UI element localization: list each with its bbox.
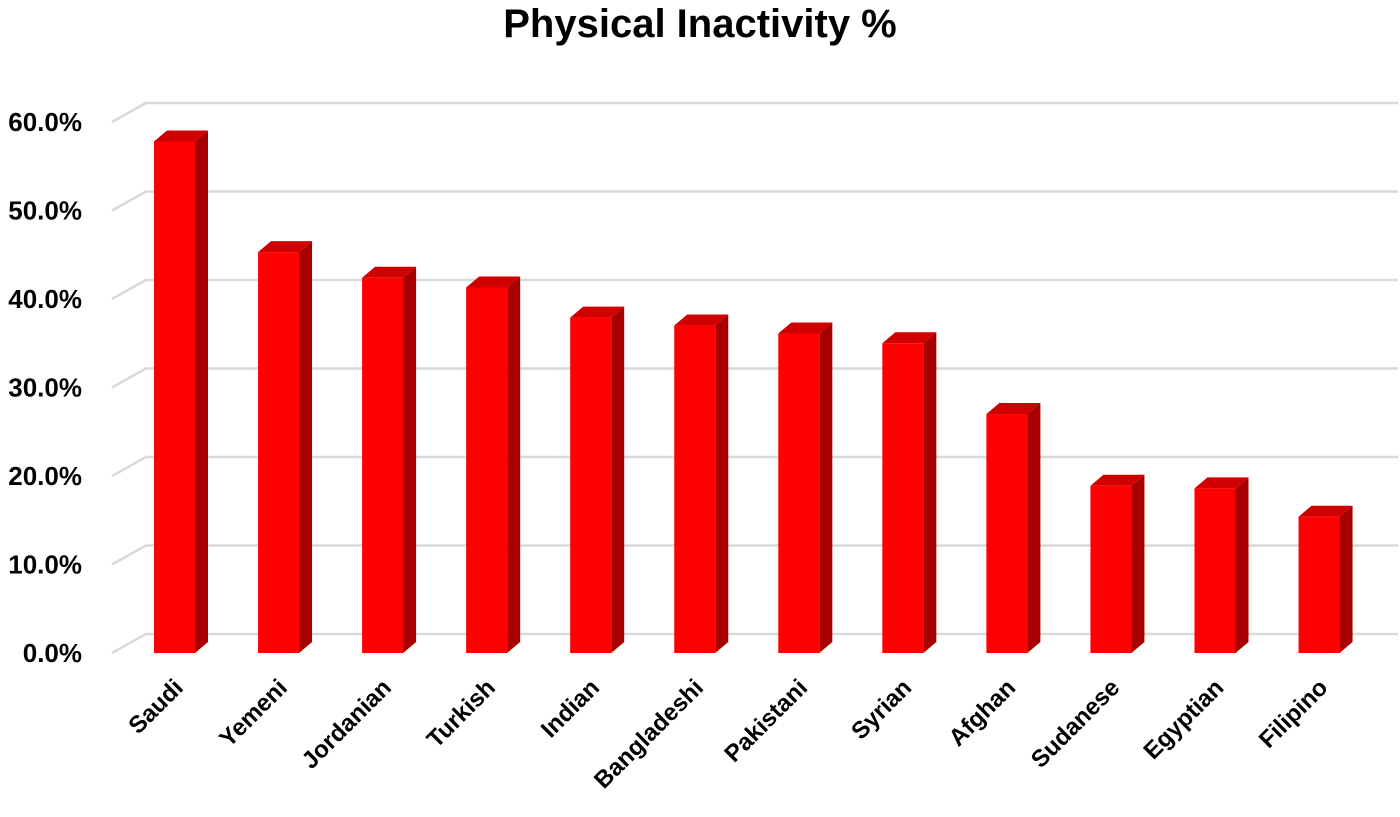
bar-front (882, 343, 924, 653)
x-axis: Saudi Yemeni Jordanian Turkish IndianBanglad… (123, 674, 1333, 794)
bar-front (778, 333, 820, 653)
y-tick-label: 50.0% (8, 196, 82, 226)
y-tick-label: 30.0% (8, 373, 82, 403)
bar-front (466, 287, 508, 653)
gridline (111, 190, 1398, 212)
bar-front (986, 414, 1028, 653)
bar-front (570, 317, 612, 653)
x-category-label: Turkish (422, 674, 501, 753)
bar-front (1298, 516, 1340, 653)
x-category-label: Indian (536, 674, 605, 743)
bar-top (986, 403, 1041, 415)
bar (466, 276, 521, 653)
bar (362, 266, 417, 653)
bar-top (154, 130, 208, 142)
gridline (111, 544, 1398, 566)
gridline (111, 455, 1398, 478)
bar (1090, 474, 1145, 653)
y-tick-label: 10.0% (8, 550, 82, 580)
x-category-label: Jordanian (297, 674, 397, 774)
bar-top (1194, 477, 1249, 489)
y-axis: 0.0% 10.0% 20.0% 30.0% 40.0% 50.0% 60.0% (8, 107, 82, 668)
bar (778, 322, 833, 653)
x-category-label: Egyptian (1138, 674, 1229, 765)
bar-front (154, 141, 195, 653)
bar-front (362, 277, 404, 653)
bar-side (1339, 505, 1353, 653)
bar-side (195, 130, 208, 654)
bar (1298, 505, 1353, 653)
gridline (111, 367, 1398, 389)
bar-front (1090, 485, 1132, 653)
y-tick-label: 60.0% (8, 107, 82, 137)
gridlines (111, 101, 1398, 655)
bar-side (923, 332, 937, 653)
bar-top (258, 241, 313, 253)
bar-side (715, 314, 729, 653)
bar-top (882, 332, 937, 344)
bar-top (362, 266, 417, 278)
bar-front (1194, 488, 1236, 653)
bar (154, 130, 208, 654)
gridline (111, 278, 1398, 301)
bar (882, 332, 937, 653)
bar-side (507, 276, 521, 653)
x-category-label: Bangladeshi (589, 674, 709, 794)
bar-side (819, 322, 833, 653)
bar-top (778, 322, 833, 334)
x-category-label: Sudanese (1026, 674, 1125, 773)
bar-front (674, 325, 716, 653)
bar-top (674, 314, 729, 326)
x-category-label: Yemeni (214, 674, 293, 753)
bar-top (570, 306, 625, 318)
y-tick-label: 20.0% (8, 461, 82, 491)
x-category-label: Saudi (123, 674, 188, 739)
bar-top (466, 276, 521, 288)
x-category-label: Pakistani (719, 674, 813, 768)
bar-side (1235, 477, 1249, 653)
bar-front (258, 252, 300, 653)
y-tick-label: 0.0% (23, 638, 82, 668)
gridline (111, 632, 1398, 655)
bar (1194, 477, 1249, 653)
bar (570, 306, 625, 653)
bar-side (299, 241, 313, 653)
gridline (111, 101, 1398, 124)
y-tick-label: 40.0% (8, 284, 82, 314)
bar-top (1298, 505, 1353, 517)
bar (674, 314, 729, 653)
bar (258, 241, 313, 653)
bar-side (611, 306, 625, 653)
x-category-label: Filipino (1254, 674, 1333, 753)
bar-side (1131, 474, 1145, 653)
bar-side (1027, 403, 1041, 653)
chart-title: Physical Inactivity % (503, 2, 897, 46)
bars (154, 130, 1353, 654)
x-category-label: Syrian (846, 674, 917, 745)
x-category-label: Afghan (944, 674, 1022, 752)
bar-side (403, 266, 417, 653)
bar-top (1090, 474, 1145, 486)
bar (986, 403, 1041, 653)
